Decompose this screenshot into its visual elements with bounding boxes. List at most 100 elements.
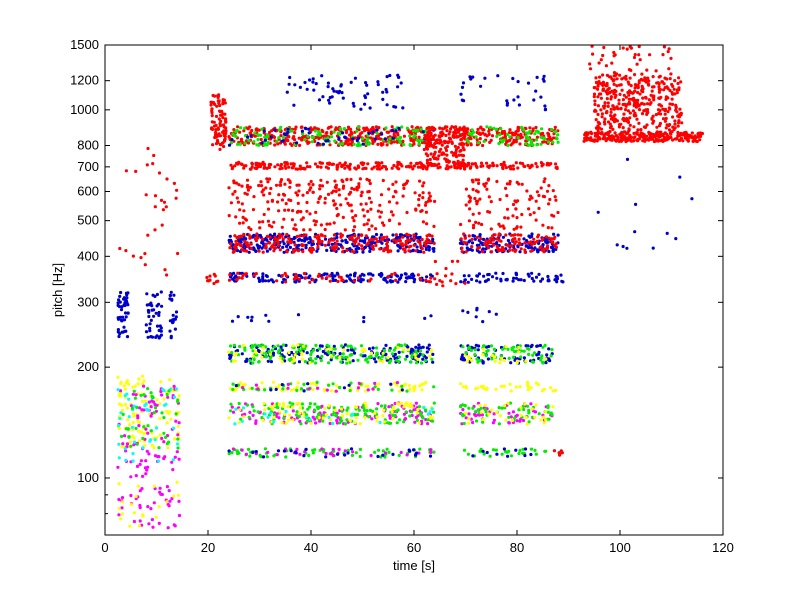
data-point <box>321 142 325 146</box>
data-point <box>514 161 518 165</box>
data-point <box>328 452 332 456</box>
data-point <box>243 348 247 352</box>
data-point <box>357 278 361 282</box>
data-point <box>116 375 120 379</box>
data-point <box>227 186 231 190</box>
data-point <box>324 139 328 143</box>
data-point <box>288 75 292 80</box>
data-point <box>382 348 387 353</box>
data-point <box>237 401 241 406</box>
data-point <box>313 162 318 166</box>
data-point <box>364 404 368 408</box>
data-point <box>413 191 417 195</box>
data-point <box>143 399 147 403</box>
data-point <box>359 344 364 348</box>
data-point <box>461 136 466 140</box>
data-point <box>154 311 158 315</box>
data-point <box>510 244 514 248</box>
data-point <box>349 177 353 182</box>
data-point <box>357 184 361 188</box>
data-point <box>355 244 359 248</box>
data-point <box>261 275 265 279</box>
data-point <box>208 274 212 278</box>
data-point <box>275 239 279 243</box>
data-point <box>313 448 317 452</box>
data-point <box>425 133 430 137</box>
data-point <box>155 324 160 328</box>
data-point <box>313 223 317 227</box>
data-point <box>160 304 164 308</box>
data-point <box>152 446 156 450</box>
data-point <box>367 141 371 146</box>
data-point <box>530 407 534 411</box>
data-point <box>505 194 509 198</box>
data-point <box>654 139 658 143</box>
data-point <box>481 420 485 424</box>
data-point <box>509 415 513 419</box>
data-point <box>365 139 369 143</box>
data-point <box>545 163 549 167</box>
data-point <box>316 200 320 204</box>
data-point <box>343 161 347 165</box>
data-point <box>685 137 689 141</box>
data-point <box>388 414 392 418</box>
data-point <box>363 102 367 106</box>
data-point <box>280 225 284 229</box>
data-point <box>537 206 541 210</box>
data-point <box>286 382 290 386</box>
data-point <box>317 272 321 276</box>
data-point <box>424 278 428 282</box>
data-point <box>244 237 248 241</box>
data-point <box>483 76 487 80</box>
data-point <box>251 413 255 417</box>
data-point <box>341 414 345 418</box>
data-point <box>230 138 234 142</box>
data-point <box>511 76 515 81</box>
data-point <box>331 412 335 417</box>
data-point <box>272 135 277 139</box>
data-point <box>221 123 226 127</box>
data-point <box>390 388 394 392</box>
data-point <box>139 430 143 434</box>
data-point <box>419 209 423 213</box>
data-point <box>127 435 131 439</box>
data-point <box>425 275 429 279</box>
data-point <box>425 167 429 171</box>
point-cluster-25 <box>461 306 498 324</box>
data-point <box>522 356 527 360</box>
data-point <box>176 433 180 437</box>
data-point <box>488 126 493 130</box>
data-point <box>385 447 389 451</box>
data-point <box>400 388 404 392</box>
data-point <box>471 130 475 134</box>
data-point <box>341 250 345 254</box>
data-point <box>541 194 546 198</box>
data-point <box>381 453 385 457</box>
data-point <box>230 405 234 409</box>
data-point <box>324 165 328 169</box>
data-point <box>554 245 559 249</box>
data-point <box>272 249 276 253</box>
data-point <box>440 152 444 156</box>
data-point <box>463 281 467 285</box>
data-point <box>137 406 142 410</box>
data-point <box>596 95 600 99</box>
data-point <box>176 446 180 450</box>
data-point <box>309 352 313 357</box>
data-point <box>400 235 405 239</box>
data-point <box>335 418 339 423</box>
data-point <box>427 126 431 130</box>
data-point <box>510 418 514 422</box>
data-point <box>304 246 308 250</box>
data-point <box>310 250 314 254</box>
data-point <box>231 387 235 392</box>
point-cluster-14 <box>459 206 560 231</box>
data-point <box>510 131 514 135</box>
data-point <box>549 245 554 249</box>
data-point <box>463 411 468 415</box>
data-point <box>416 273 420 277</box>
data-point <box>526 163 530 168</box>
data-point <box>341 96 345 100</box>
data-point <box>292 356 296 360</box>
data-point <box>429 133 433 137</box>
